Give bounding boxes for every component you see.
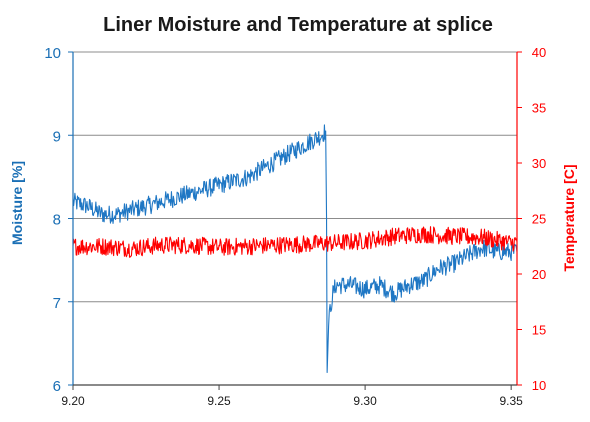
- series-line-temperature: [72, 226, 518, 258]
- y-right-tick-label: 20: [532, 267, 546, 282]
- y-right-tick-label: 30: [532, 156, 546, 171]
- y-left-tick-label: 10: [44, 45, 61, 62]
- series-line-moisture: [72, 124, 518, 374]
- y-left-tick-label: 8: [53, 212, 61, 229]
- y-right-tick-label: 10: [532, 378, 546, 393]
- gridlines: [73, 51, 517, 386]
- tick-labels: 9.20 9.25 9.30 9.35 6 7 8 9 10 10 15 20 25 30 35 40: [44, 45, 546, 408]
- y-right-tick-label: 25: [532, 212, 546, 227]
- y-axis-label-left: Moisture [%]: [9, 161, 25, 245]
- y-axis-label-right: Temperature [C]: [561, 164, 577, 271]
- y-left-tick-label: 6: [53, 378, 61, 395]
- chart-title: Liner Moisture and Temperature at splice: [103, 14, 493, 36]
- y-left-tick-label: 7: [53, 295, 61, 312]
- x-tick-label: 9.30: [353, 394, 377, 408]
- x-tick-label: 9.25: [207, 394, 231, 408]
- y-right-tick-label: 40: [532, 45, 546, 60]
- y-right-tick-label: 35: [532, 101, 546, 116]
- x-tick-label: 9.20: [61, 394, 85, 408]
- x-tick-label: 9.35: [499, 394, 523, 408]
- y-left-tick-label: 9: [53, 128, 61, 145]
- series-group: [72, 124, 518, 374]
- y-right-tick-label: 15: [532, 323, 546, 338]
